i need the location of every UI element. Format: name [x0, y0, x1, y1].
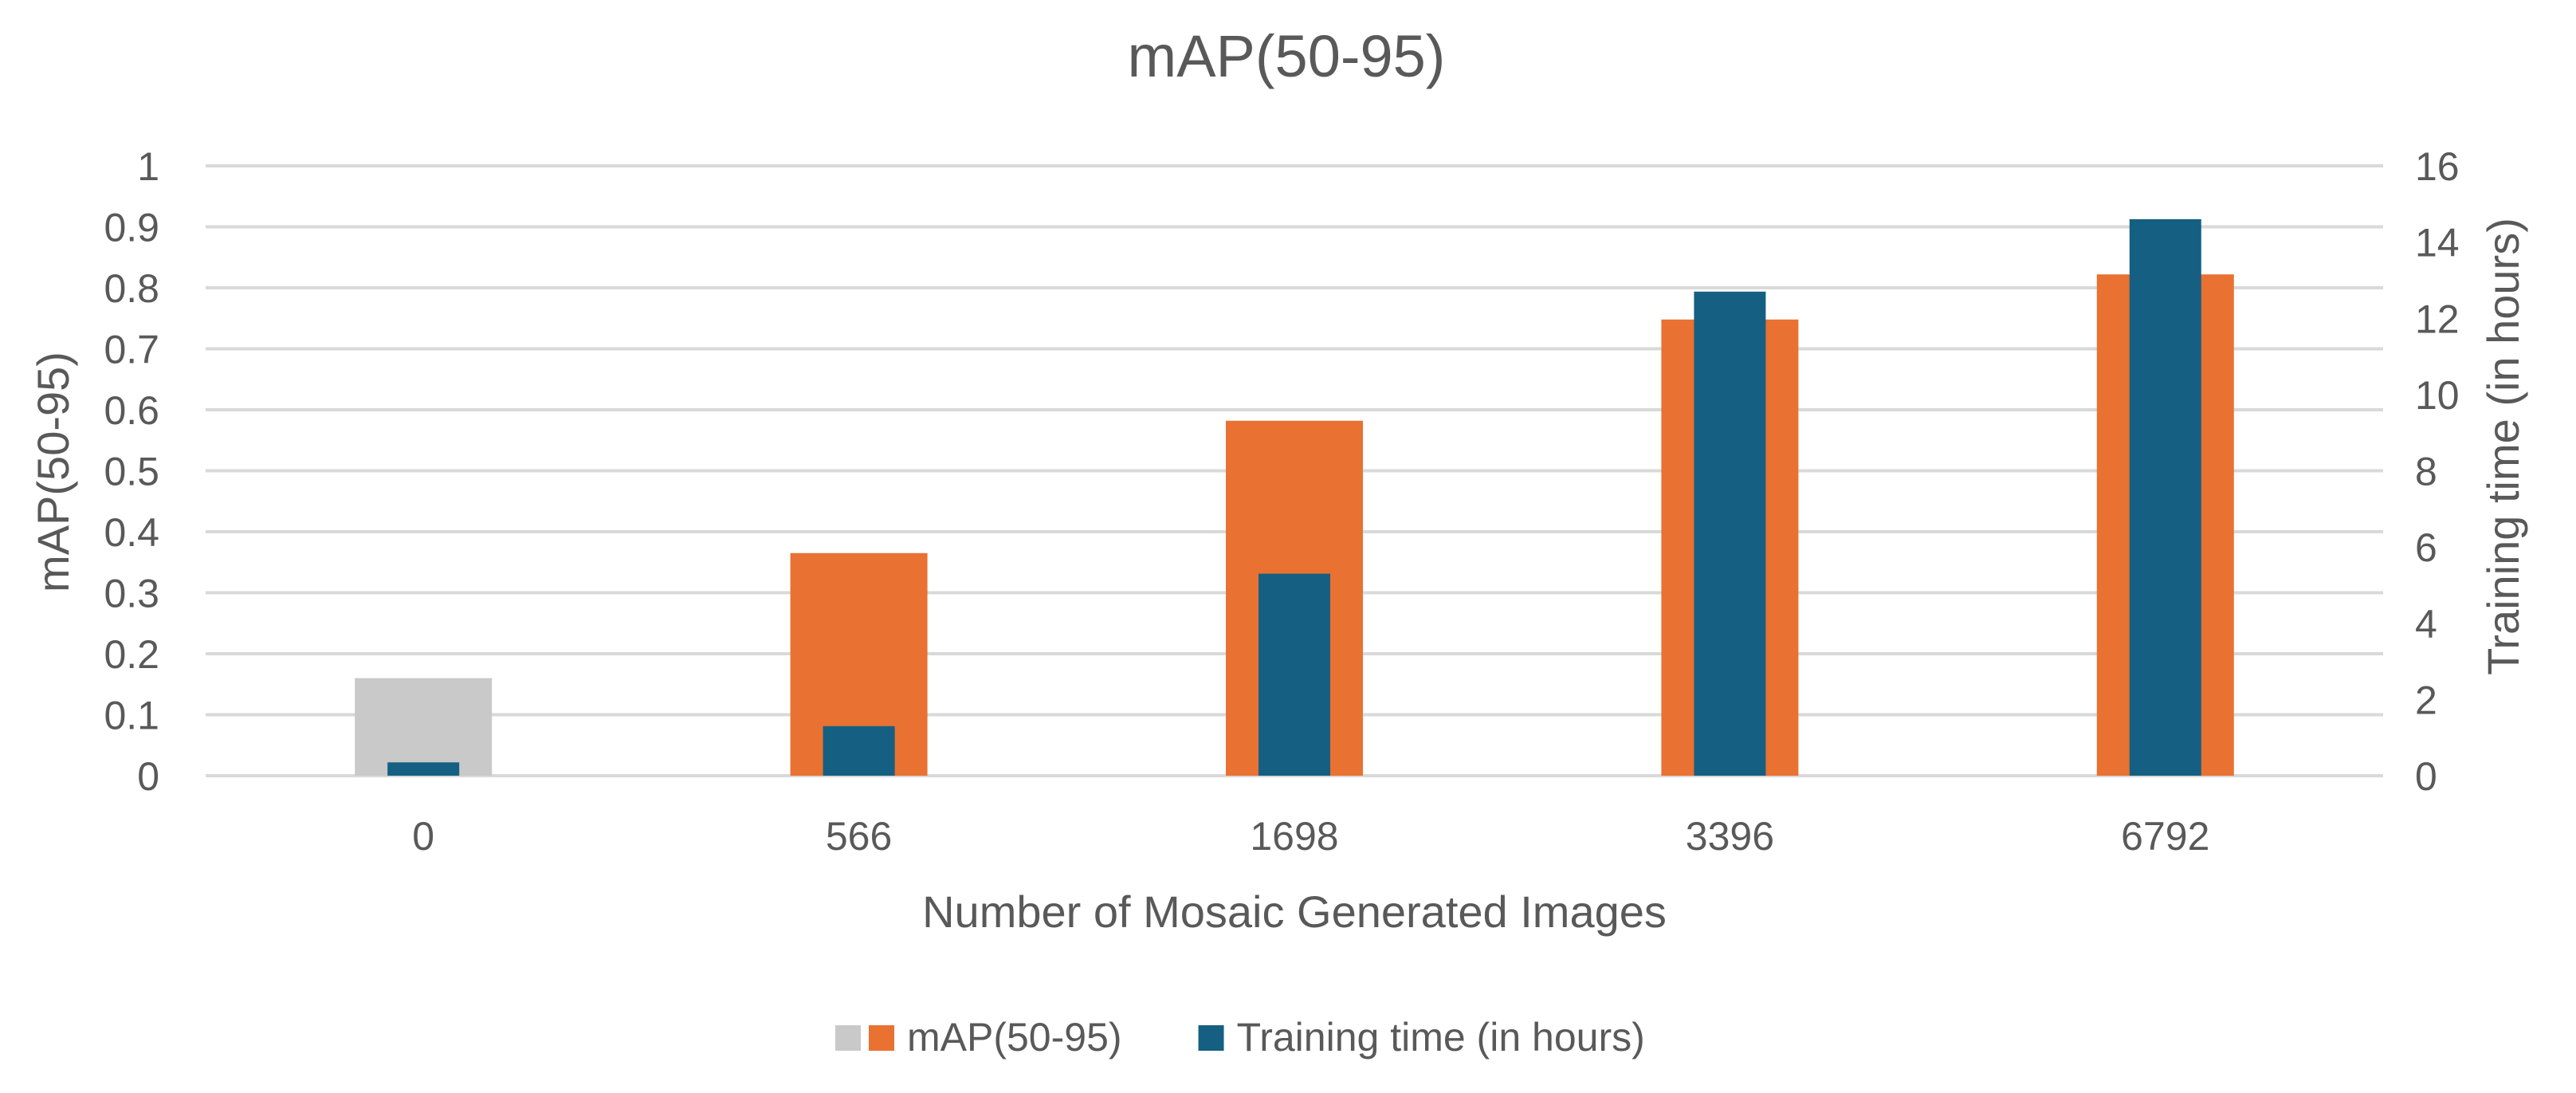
x-tick-label: 566	[826, 814, 892, 859]
y2-tick-label: 16	[2415, 144, 2460, 189]
y-axis-ticks: 0 0.1 0.2 0.3 0.4 0.5 0.6 0.7 0.8 0.9 1	[104, 144, 159, 799]
y-tick-label: 0.1	[104, 694, 159, 738]
bar-map	[355, 678, 493, 776]
legend: mAP(50-95) Training time (in hours)	[835, 1015, 1645, 1060]
y2-tick-label: 14	[2415, 221, 2460, 265]
y2-tick-label: 6	[2415, 525, 2437, 570]
y2-axis-ticks: 0 2 4 6 8 10 12 14 16	[2415, 144, 2460, 799]
legend-label: Training time (in hours)	[1237, 1015, 1645, 1060]
y-axis-label: mAP(50-95)	[28, 352, 78, 592]
y-tick-label: 0.4	[104, 510, 159, 555]
y2-tick-label: 0	[2415, 754, 2437, 799]
bar-training-time	[1259, 573, 1330, 776]
legend-swatch	[835, 1025, 861, 1051]
y-tick-label: 0.6	[104, 388, 159, 433]
bar-training-time	[387, 762, 460, 776]
y2-axis-label: Training time (in hours)	[2478, 218, 2528, 675]
y-tick-label: 0.9	[104, 206, 159, 250]
y-tick-label: 0.3	[104, 572, 159, 616]
x-tick-label: 0	[412, 814, 434, 859]
bar-training-time	[1694, 291, 1766, 776]
y-tick-label: 0	[137, 754, 159, 799]
y2-tick-label: 8	[2415, 450, 2437, 494]
training-time-bars	[387, 218, 2201, 776]
y-tick-label: 1	[137, 144, 159, 189]
y-tick-label: 0.8	[104, 266, 159, 311]
y-tick-label: 0.7	[104, 328, 159, 372]
x-axis-label: Number of Mosaic Generated Images	[922, 887, 1667, 937]
y2-tick-label: 4	[2415, 602, 2437, 647]
y-tick-label: 0.2	[104, 632, 159, 677]
y2-tick-label: 12	[2415, 297, 2460, 341]
x-tick-label: 6792	[2121, 814, 2209, 859]
chart-title: mAP(50-95)	[1128, 23, 1446, 89]
x-axis-ticks: 0 566 1698 3396 6792	[412, 814, 2209, 859]
x-tick-label: 1698	[1250, 814, 1338, 859]
y2-tick-label: 10	[2415, 373, 2460, 418]
legend-swatch	[1198, 1025, 1224, 1051]
bar-training-time	[823, 725, 895, 776]
y-tick-label: 0.5	[104, 450, 159, 494]
legend-swatch	[869, 1025, 894, 1051]
bar-training-time	[2129, 218, 2201, 776]
y2-tick-label: 2	[2415, 678, 2437, 722]
x-tick-label: 3396	[1686, 814, 1774, 859]
legend-label: mAP(50-95)	[907, 1015, 1122, 1060]
